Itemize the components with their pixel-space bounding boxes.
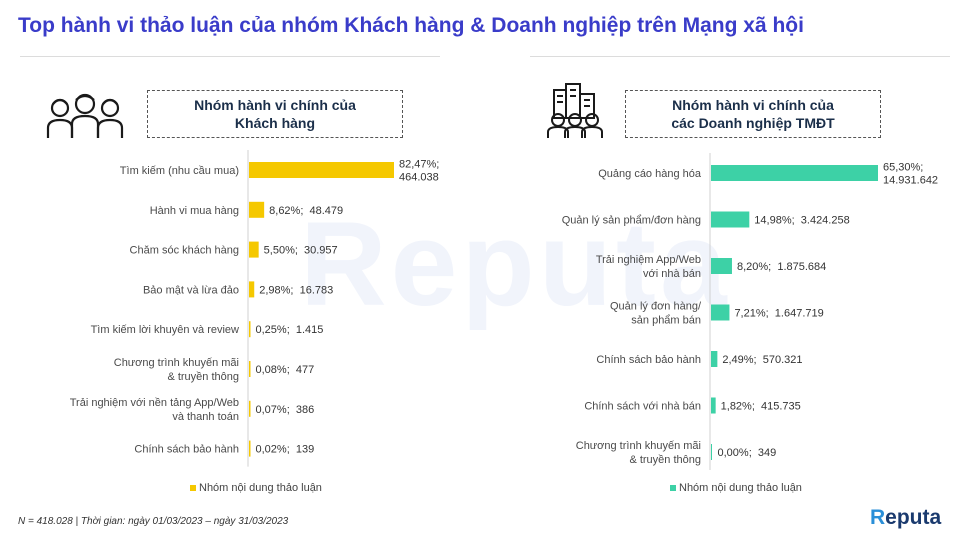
customer-category-label-4: Tìm kiếm lời khuyên và review bbox=[91, 324, 239, 336]
customer-category-label-7: Chính sách bảo hành bbox=[134, 444, 239, 456]
customer-behavior-chart: Tìm kiếm (nhu cầu mua) 82,47%; 464.038 Hành… bbox=[70, 150, 439, 494]
customer-data-label-2: 5,50%; 30.957 bbox=[264, 245, 338, 257]
customer-bar-2 bbox=[249, 241, 259, 258]
business-category-label-3: Quản lý đơn hàng/sản phẩm bán bbox=[610, 301, 702, 327]
left-panel-heading-line1: Nhóm hành vi chính của bbox=[194, 97, 356, 113]
customer-bar-5 bbox=[249, 361, 251, 377]
customer-data-label-4: 0,25%; 1.415 bbox=[256, 324, 324, 336]
business-category-label-6: Chương trình khuyến mãi & truyền thông bbox=[576, 440, 701, 466]
customer-bar-6 bbox=[249, 400, 251, 417]
customer-legend-label: Nhóm nội dung thảo luận bbox=[199, 482, 322, 494]
customer-category-label-5: Chương trình khuyến mãi & truyền thông bbox=[114, 357, 239, 383]
customer-category-label-2: Chăm sóc khách hàng bbox=[130, 245, 239, 257]
customer-data-label-7: 0,02%; 139 bbox=[256, 444, 315, 456]
customer-bar-0 bbox=[249, 162, 394, 178]
customer-data-label-3: 2,98%; 16.783 bbox=[259, 284, 333, 296]
business-behavior-chart: Quảng cáo hàng hóa 65,30%; 14.931.642 Quản … bbox=[562, 153, 938, 494]
logo-prefix: R bbox=[870, 506, 886, 529]
business-category-label-2: Trải nghiệm App/Web với nhà bán bbox=[596, 254, 701, 280]
business-data-label-6: 0,00%; 349 bbox=[718, 447, 777, 459]
business-data-label-2: 8,20%; 1.875.684 bbox=[737, 261, 826, 273]
customer-data-label-1: 8,62%; 48.479 bbox=[269, 205, 343, 217]
business-people-buildings-icon bbox=[547, 83, 603, 138]
business-bar-1 bbox=[711, 211, 750, 228]
business-bar-3 bbox=[711, 304, 730, 321]
footnote: N = 418.028 | Thời gian: ngày 01/03/2023… bbox=[18, 516, 289, 527]
customer-category-label-6: Trải nghiệm với nền tảng App/Web và thanh… bbox=[70, 397, 239, 423]
business-bar-2 bbox=[711, 258, 732, 274]
title-divider-left bbox=[20, 56, 440, 57]
business-data-label-3: 7,21%; 1.647.719 bbox=[734, 308, 823, 320]
business-bar-0 bbox=[711, 165, 878, 181]
logo-rest: eputa bbox=[885, 506, 942, 529]
customer-bar-7 bbox=[249, 440, 251, 457]
customer-data-label-5: 0,08%; 477 bbox=[256, 364, 315, 376]
business-legend-label: Nhóm nội dung thảo luận bbox=[679, 482, 802, 494]
page-title: Top hành vi thảo luận của nhóm Khách hàn… bbox=[18, 14, 804, 37]
business-category-label-0: Quảng cáo hàng hóa bbox=[598, 168, 702, 180]
business-data-label-0: 65,30%; 14.931.642 bbox=[883, 162, 938, 187]
customer-bar-1 bbox=[249, 201, 265, 218]
business-category-label-5: Chính sách với nhà bán bbox=[584, 401, 701, 413]
business-category-label-1: Quản lý sản phẩm/đơn hàng bbox=[562, 215, 701, 227]
business-category-label-4: Chính sách bảo hành bbox=[596, 354, 701, 366]
customer-bar-4 bbox=[249, 321, 251, 338]
business-bar-5 bbox=[711, 397, 716, 414]
business-legend-swatch bbox=[670, 485, 676, 491]
business-data-label-1: 14,98%; 3.424.258 bbox=[754, 215, 849, 227]
customer-category-label-3: Bảo mật và lừa đảo bbox=[143, 284, 239, 296]
left-panel-heading-line2: Khách hàng bbox=[234, 115, 316, 131]
customer-category-label-1: Hành vi mua hàng bbox=[150, 205, 239, 217]
reputa-logo: Reputa bbox=[870, 506, 941, 530]
business-data-label-4: 2,49%; 570.321 bbox=[722, 354, 802, 366]
customer-data-label-6: 0,07%; 386 bbox=[256, 404, 315, 416]
watermark: Reputa bbox=[300, 197, 731, 331]
customer-data-label-0: 82,47%; 464.038 bbox=[399, 159, 439, 184]
business-bar-4 bbox=[711, 351, 718, 367]
title-divider-right bbox=[530, 56, 950, 57]
right-panel-heading-line2: các Doanh nghiệp TMĐT bbox=[671, 115, 835, 131]
people-group-icon bbox=[46, 93, 124, 138]
customer-bar-3 bbox=[249, 281, 255, 298]
left-panel-heading: Nhóm hành vi chính của Khách hàng bbox=[147, 90, 403, 138]
right-panel-heading: Nhóm hành vi chính của các Doanh nghiệp … bbox=[625, 90, 881, 138]
business-bar-6 bbox=[711, 444, 712, 460]
customer-legend-swatch bbox=[190, 485, 196, 491]
customer-category-label-0: Tìm kiếm (nhu cầu mua) bbox=[120, 165, 239, 177]
business-data-label-5: 1,82%; 415.735 bbox=[721, 401, 801, 413]
right-panel-heading-line1: Nhóm hành vi chính của bbox=[672, 97, 834, 113]
